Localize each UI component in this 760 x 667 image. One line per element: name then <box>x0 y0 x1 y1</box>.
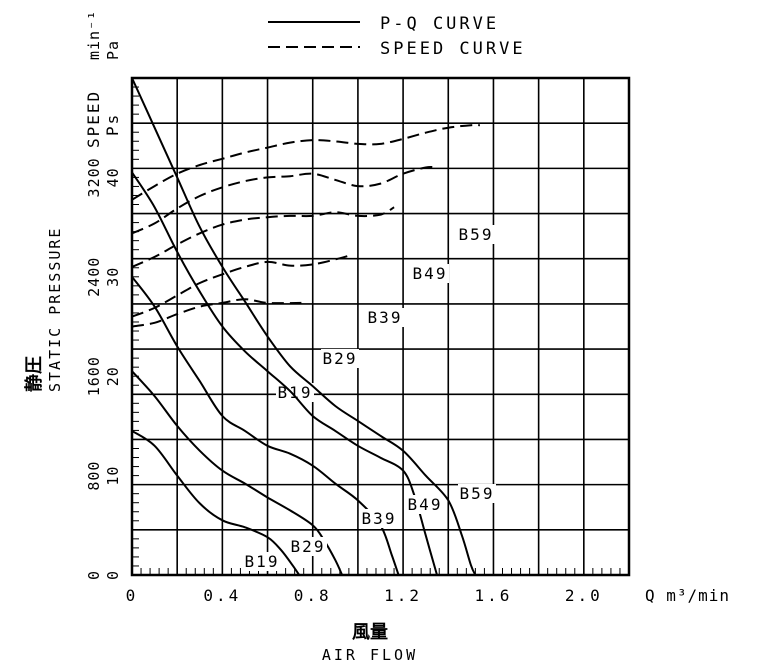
pq-label-bg <box>406 495 444 514</box>
speed-curve-b19 <box>131 298 302 328</box>
y-speed-tick-label: 2400 <box>85 257 103 297</box>
y-axis-titles: min⁻¹ Pa SPEED Ps 静圧 STATIC PRESSURE <box>23 10 122 392</box>
y-speed-tick-label: 0 <box>85 570 103 580</box>
speed-curve-b29 <box>131 254 350 318</box>
speed-label-b19: B19 <box>278 383 313 402</box>
speed-label-bg <box>411 264 449 283</box>
y-pressure-tick-label: 30 <box>104 267 122 287</box>
legend-label-pq: P-Q CURVE <box>380 14 499 34</box>
speed-curve-b49 <box>131 166 438 235</box>
x-tick-label: 0 <box>126 586 139 605</box>
pq-curve-b59 <box>131 77 477 576</box>
speed-label-bg <box>366 308 404 327</box>
y-speed-tick-label: 1600 <box>85 356 103 396</box>
pq-label-bg <box>243 552 281 571</box>
x-tick-label: 0.8 <box>294 586 332 605</box>
x-tick-label: 0.4 <box>203 586 241 605</box>
pq-label-bg <box>289 537 327 556</box>
x-axis-label-en: AIR FLOW <box>322 646 418 664</box>
y-pressure-symbol: Ps <box>103 113 122 136</box>
legend-label-speed: SPEED CURVE <box>380 39 526 59</box>
minor-ticks <box>132 86 621 575</box>
y-speed-label: SPEED <box>84 90 103 148</box>
pq-label-b59: B59 <box>460 484 495 503</box>
y-tick-labels: 0 10 20 30 40 0 800 1600 2400 3200 <box>85 157 122 580</box>
y-pressure-tick-label: 10 <box>104 466 122 486</box>
speed-curve-b59 <box>131 124 480 201</box>
y-speed-unit: min⁻¹ <box>85 10 103 60</box>
x-axis-label-jp: 風量 <box>352 621 388 643</box>
y-pressure-tick-label: 20 <box>104 366 122 386</box>
y-pressure-label-en: STATIC PRESSURE <box>46 227 64 392</box>
pq-label-b39: B39 <box>362 509 397 528</box>
speed-label-bg <box>321 349 359 368</box>
y-pressure-label-jp: 静圧 <box>23 356 45 392</box>
x-tick-label: 1.6 <box>475 586 513 605</box>
series: B19 B19 B29 B29 B39 B39 B49 B49 B59 B59 <box>131 77 496 576</box>
pq-label-b29: B29 <box>291 537 326 556</box>
pq-curve-b49 <box>131 171 438 576</box>
y-pressure-tick-label: 0 <box>104 570 122 580</box>
pq-label-b49: B49 <box>408 495 443 514</box>
speed-label-b39: B39 <box>368 308 403 327</box>
x-tick-labels: 0 0.4 0.8 1.2 1.6 2.0 <box>126 586 603 605</box>
pq-curve-b19 <box>131 430 301 576</box>
x-axis-unit: Q m³/min <box>645 586 730 605</box>
y-speed-tick-label: 800 <box>85 461 103 491</box>
x-tick-label: 2.0 <box>565 586 603 605</box>
y-pressure-unit: Pa <box>104 40 122 60</box>
y-speed-tick-label: 3200 <box>85 157 103 197</box>
speed-curve-b39 <box>131 206 395 268</box>
pq-label-bg <box>458 484 496 503</box>
speed-label-b49: B49 <box>413 264 448 283</box>
legend: P-Q CURVE SPEED CURVE <box>268 14 526 59</box>
y-pressure-tick-label: 40 <box>104 167 122 187</box>
x-tick-label: 1.2 <box>384 586 422 605</box>
speed-label-b59: B59 <box>459 225 494 244</box>
pq-label-b19: B19 <box>245 552 280 571</box>
speed-label-bg <box>457 225 495 244</box>
pq-label-bg <box>360 509 398 528</box>
speed-label-b29: B29 <box>323 349 358 368</box>
